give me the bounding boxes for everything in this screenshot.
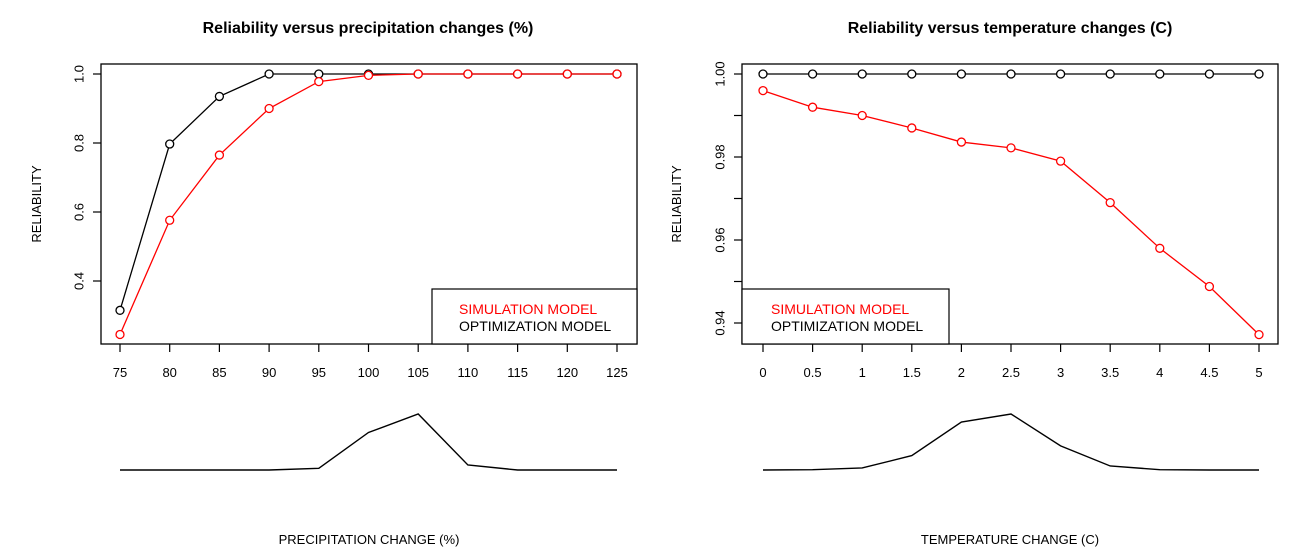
- simulation-data-point: [463, 69, 473, 79]
- optimization-data-point: [1006, 69, 1016, 79]
- optimization-data-point: [115, 305, 125, 315]
- optimization-series-line: [119, 73, 617, 311]
- simulation-data-point: [1204, 281, 1215, 292]
- optimization-data-point: [264, 69, 274, 79]
- panel-precipitation: Reliability versus precipitation changes…: [29, 20, 638, 547]
- y-axis: 0.4 0.6 0.8 1.0: [72, 65, 101, 290]
- x-tick-label: 85: [212, 365, 226, 380]
- x-tick-label: 80: [162, 365, 176, 380]
- y-tick-label: 0.98: [713, 144, 728, 169]
- optimization-data-point: [956, 69, 967, 79]
- legend: SIMULATION MODEL OPTIMIZATION MODEL: [431, 288, 638, 345]
- simulation-data-point: [562, 69, 572, 79]
- legend-entry-optimization: OPTIMIZATION MODEL: [771, 318, 923, 334]
- simulation-data-point: [512, 69, 523, 79]
- optimization-data-point: [807, 69, 818, 79]
- legend: SIMULATION MODEL OPTIMIZATION MODEL: [741, 288, 950, 345]
- x-tick-label: 3.5: [1101, 365, 1119, 380]
- legend-box: [431, 288, 638, 345]
- simulation-data-point: [956, 137, 967, 147]
- legend-entry-simulation: SIMULATION MODEL: [771, 301, 909, 317]
- distribution-sparkline: [120, 413, 617, 471]
- x-tick-label: 4: [1156, 365, 1163, 380]
- x-axis: 75 80 85 90 95 100 105 110 115 120 125: [113, 344, 628, 380]
- x-axis: 0 0.5 1 1.5 2 2.5 3 3.5 4 4.5 5: [759, 344, 1263, 380]
- x-tick-label: 120: [556, 365, 578, 380]
- optimization-data-point: [1105, 69, 1115, 79]
- y-tick-label: 1.0: [72, 65, 87, 83]
- y-axis-label: RELIABILITY: [669, 165, 684, 243]
- x-tick-label: 75: [113, 365, 127, 380]
- panel-temperature: Reliability versus temperature changes (…: [669, 20, 1279, 547]
- simulation-data-point: [214, 150, 225, 160]
- simulation-data-point: [1055, 156, 1066, 166]
- x-tick-label: 4.5: [1200, 365, 1218, 380]
- x-tick-label: 95: [312, 365, 326, 380]
- x-tick-label: 2: [958, 365, 965, 380]
- x-tick-label: 110: [458, 365, 479, 380]
- x-tick-label: 115: [507, 365, 528, 380]
- y-tick-label: 0.6: [72, 203, 87, 221]
- x-tick-label: 90: [262, 365, 276, 380]
- simulation-data-point: [363, 70, 374, 81]
- x-tick-label: 2.5: [1002, 365, 1020, 380]
- optimization-data-point: [907, 69, 917, 79]
- x-tick-label: 105: [407, 365, 429, 380]
- x-axis-label: PRECIPITATION CHANGE (%): [279, 532, 460, 547]
- optimization-data-point: [857, 69, 867, 79]
- optimization-data-point: [1155, 69, 1165, 79]
- simulation-data-point: [758, 85, 768, 96]
- x-tick-label: 3: [1057, 365, 1064, 380]
- simulation-data-point: [807, 102, 818, 112]
- optimization-data-point: [758, 69, 768, 79]
- x-tick-label: 1: [859, 365, 866, 380]
- x-tick-label: 0: [759, 365, 766, 380]
- y-tick-label: 0.8: [72, 134, 87, 152]
- x-tick-label: 1.5: [903, 365, 921, 380]
- simulation-data-point: [907, 123, 917, 133]
- optimization-data-point: [1254, 69, 1264, 79]
- distribution-sparkline: [762, 413, 1259, 471]
- plot-frame: [741, 63, 1279, 345]
- x-tick-label: 125: [606, 365, 628, 380]
- y-tick-label: 0.96: [713, 227, 728, 252]
- series-group: [115, 69, 622, 340]
- x-tick-label: 0.5: [804, 365, 822, 380]
- simulation-data-point: [264, 103, 274, 114]
- legend-entry-optimization: OPTIMIZATION MODEL: [459, 318, 611, 334]
- legend-box: [741, 288, 950, 345]
- optimization-data-point: [1055, 69, 1066, 79]
- x-tick-label: 5: [1255, 365, 1262, 380]
- y-tick-label: 1.00: [713, 61, 728, 86]
- simulation-data-point: [115, 329, 125, 340]
- x-tick-label: 100: [358, 365, 380, 380]
- y-axis: 0.94 0.96 0.98 1.00: [713, 61, 742, 336]
- simulation-data-point: [1006, 143, 1016, 153]
- y-tick-label: 0.94: [713, 310, 728, 335]
- simulation-data-point: [413, 69, 423, 79]
- simulation-data-point: [165, 215, 175, 225]
- y-tick-label: 0.4: [72, 272, 87, 290]
- distribution-line: [762, 413, 1259, 471]
- simulation-data-point: [1155, 243, 1165, 253]
- optimization-data-point: [165, 139, 175, 149]
- simulation-data-point: [857, 110, 867, 121]
- simulation-data-point: [612, 69, 622, 79]
- distribution-line: [120, 413, 617, 471]
- optimization-data-point: [314, 69, 324, 79]
- x-axis-label: TEMPERATURE CHANGE (C): [921, 532, 1099, 547]
- optimization-data-point: [214, 91, 225, 102]
- simulation-data-point: [1254, 329, 1264, 340]
- simulation-data-point: [1105, 197, 1115, 208]
- series-group: [758, 69, 1264, 340]
- chart-title: Reliability versus precipitation changes…: [203, 20, 534, 37]
- simulation-data-point: [314, 76, 324, 87]
- legend-entry-simulation: SIMULATION MODEL: [459, 301, 597, 317]
- optimization-data-point: [1204, 69, 1215, 79]
- chart-title: Reliability versus temperature changes (…: [848, 20, 1173, 37]
- y-axis-label: RELIABILITY: [29, 165, 44, 243]
